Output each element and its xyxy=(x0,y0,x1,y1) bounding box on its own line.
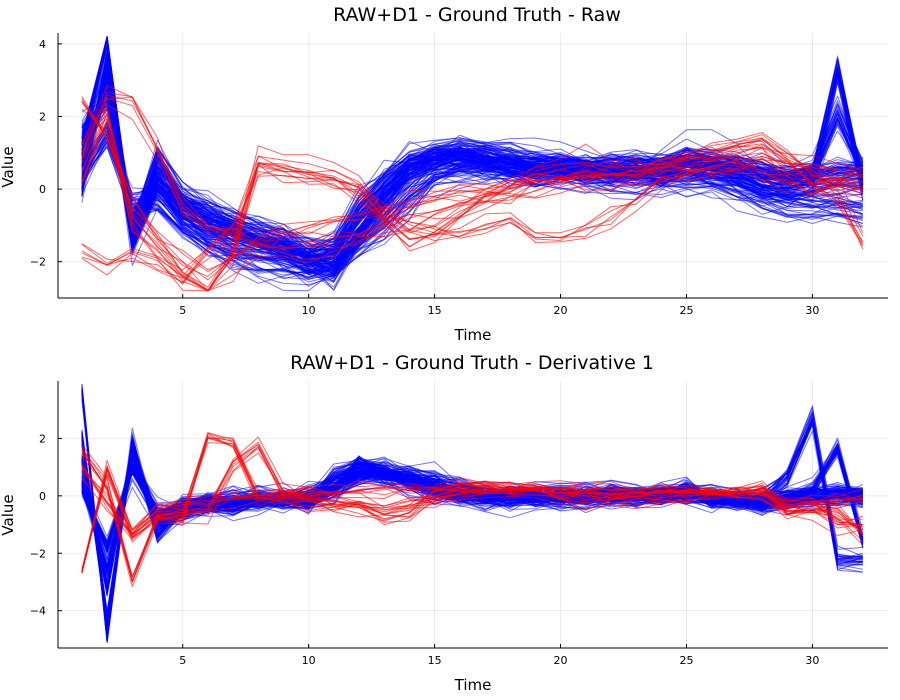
derivative-series-line-blue xyxy=(81,451,863,593)
raw-y-tick-label: −2 xyxy=(30,256,46,269)
raw-series-line-blue xyxy=(81,68,864,262)
raw-series-line-blue xyxy=(81,127,863,284)
derivative-axes xyxy=(57,381,888,649)
derivative-series-line-blue xyxy=(81,430,863,613)
raw-y-tick-label: 2 xyxy=(39,110,46,123)
derivative-ticks: 5 10 15 20 25 30 −4 −2 0 2 xyxy=(30,432,820,667)
raw-series-line-red xyxy=(81,155,863,271)
derivative-x-tick-label: 25 xyxy=(679,654,693,667)
derivative-series-line-blue xyxy=(81,398,864,643)
raw-series-line-red xyxy=(81,113,864,291)
derivative-x-tick-label: 30 xyxy=(805,654,819,667)
derivative-series-line-blue xyxy=(81,454,863,592)
derivative-series-line-blue xyxy=(81,452,863,592)
raw-x-axis-label: Time xyxy=(454,326,492,344)
raw-series-line-red xyxy=(81,96,863,244)
derivative-series-line-blue xyxy=(81,450,863,587)
derivative-series-line-blue xyxy=(81,452,863,589)
raw-series xyxy=(81,36,864,292)
raw-series-line-red xyxy=(81,97,863,248)
derivative-y-tick-label: −2 xyxy=(30,547,46,560)
derivative-x-tick-label: 15 xyxy=(428,654,442,667)
raw-series-line-red xyxy=(81,96,863,292)
derivative-series-line-blue xyxy=(81,444,863,623)
derivative-series-line-red xyxy=(81,441,863,582)
raw-series-line-blue xyxy=(81,90,863,264)
derivative-series-line-blue xyxy=(81,429,863,612)
raw-series-line-red xyxy=(81,112,864,292)
raw-series-line-red xyxy=(81,164,863,279)
derivative-series-line-blue xyxy=(81,453,863,588)
raw-series-line-blue xyxy=(81,39,864,264)
raw-ticks: 5 10 15 20 25 30 −2 0 2 4 xyxy=(30,38,820,317)
derivative-series-line-blue xyxy=(81,451,863,590)
raw-axes xyxy=(57,33,888,299)
raw-series-line-blue xyxy=(81,130,863,287)
raw-series-line-red xyxy=(81,104,864,264)
derivative-y-tick-label: −4 xyxy=(30,605,46,618)
raw-series-line-red xyxy=(81,85,864,249)
derivative-series-line-blue xyxy=(81,454,863,587)
derivative-chart-title: RAW+D1 - Ground Truth - Derivative 1 xyxy=(290,352,654,374)
derivative-y-tick-label: 0 xyxy=(39,490,46,503)
derivative-series-line-blue xyxy=(81,451,863,589)
derivative-series-line-blue xyxy=(81,453,863,584)
derivative-panel: RAW+D1 - Ground Truth - Derivative 1 5 10… xyxy=(0,352,888,694)
raw-series-line-blue xyxy=(81,73,864,266)
derivative-series-line-blue xyxy=(81,454,863,596)
raw-series-line-red xyxy=(81,159,863,284)
raw-x-tick-label: 30 xyxy=(805,304,819,317)
derivative-y-tick-label: 2 xyxy=(39,432,46,445)
derivative-series-line-blue xyxy=(81,452,863,587)
raw-y-tick-label: 4 xyxy=(39,38,46,51)
derivative-series-line-red xyxy=(81,437,864,573)
derivative-x-tick-label: 5 xyxy=(179,654,186,667)
raw-series-line-red xyxy=(81,101,863,273)
derivative-series-line-blue xyxy=(81,455,863,596)
derivative-x-tick-label: 10 xyxy=(302,654,316,667)
raw-series-line-blue xyxy=(81,73,864,276)
raw-series-line-red xyxy=(81,98,863,271)
derivative-series-line-red xyxy=(81,465,863,530)
raw-series-line-red xyxy=(81,92,863,260)
raw-chart-title: RAW+D1 - Ground Truth - Raw xyxy=(333,4,621,26)
derivative-series-line-blue xyxy=(81,453,863,586)
raw-x-tick-label: 20 xyxy=(554,304,568,317)
raw-x-tick-label: 10 xyxy=(302,304,316,317)
derivative-series-line-blue xyxy=(81,452,863,589)
derivative-x-axis-label: Time xyxy=(454,676,492,694)
raw-x-tick-label: 5 xyxy=(179,304,186,317)
derivative-series-line-blue xyxy=(81,461,863,576)
raw-y-tick-label: 0 xyxy=(39,183,46,196)
derivative-series-line-blue xyxy=(81,454,863,590)
raw-series-line-blue xyxy=(81,93,863,257)
raw-x-tick-label: 15 xyxy=(428,304,442,317)
raw-panel: RAW+D1 - Ground Truth - Raw 5 10 15 20 25 30−… xyxy=(0,4,888,344)
derivative-x-tick-label: 20 xyxy=(554,654,568,667)
derivative-series-line-blue xyxy=(81,398,864,643)
raw-series-line-blue xyxy=(81,114,863,274)
derivative-series-line-blue xyxy=(81,444,863,621)
derivative-series-line-blue xyxy=(81,454,863,591)
raw-series-line-red xyxy=(81,161,863,285)
derivative-series-line-red xyxy=(81,476,863,535)
derivative-series-line-blue xyxy=(81,392,864,643)
derivative-series-line-blue xyxy=(81,449,863,588)
derivative-series xyxy=(81,383,864,643)
derivative-series-line-blue xyxy=(81,454,863,596)
derivative-y-axis-label: Value xyxy=(0,494,17,535)
derivative-series-line-red xyxy=(81,443,863,578)
raw-x-tick-label: 25 xyxy=(679,304,693,317)
raw-y-axis-label: Value xyxy=(0,146,17,187)
